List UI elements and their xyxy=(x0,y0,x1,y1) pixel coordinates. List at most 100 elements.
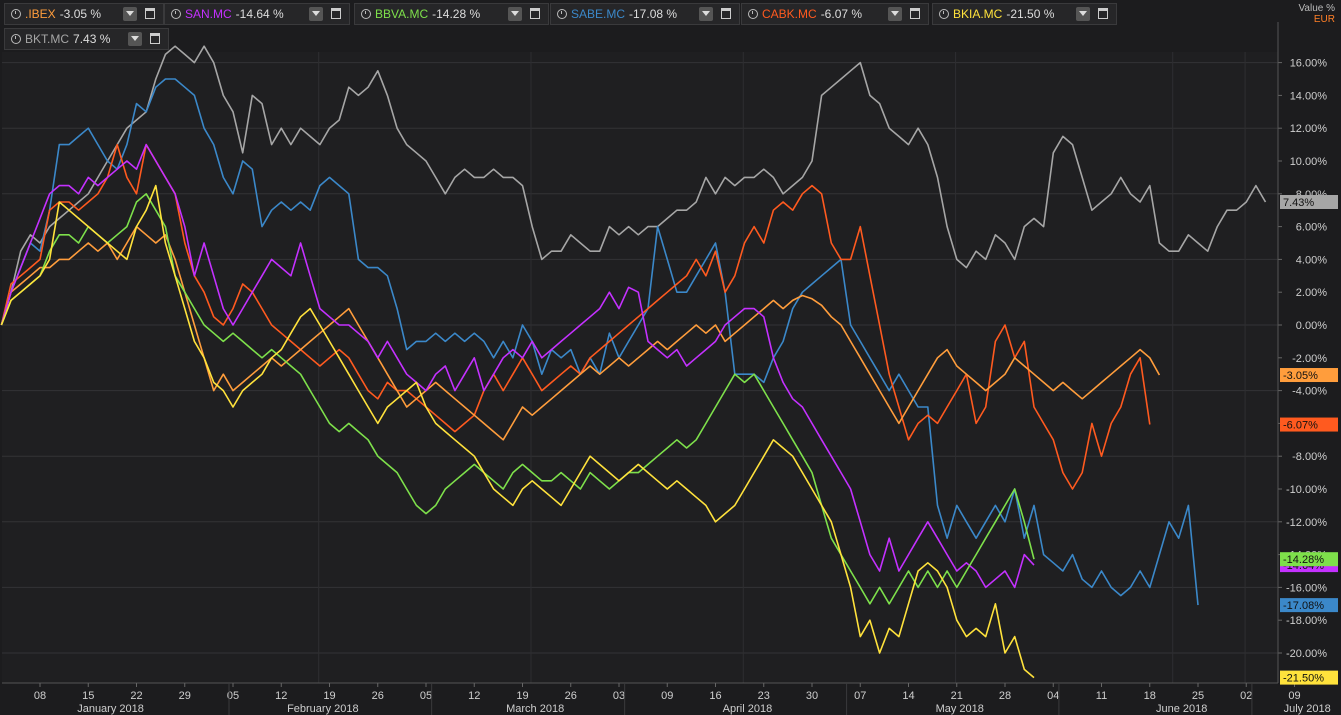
x-tick-label: 29 xyxy=(179,690,191,702)
x-tick-label: 02 xyxy=(1240,690,1252,702)
x-month-label: May 2018 xyxy=(936,703,984,715)
y-tick-label: 6.00% xyxy=(1296,222,1327,234)
legend-symbol: CABK.MC xyxy=(762,7,817,21)
y-tick-label: -8.00% xyxy=(1292,451,1327,463)
legend-symbol: BBVA.MC xyxy=(375,7,429,21)
y-tick-label: -16.00% xyxy=(1286,582,1327,594)
series-line-ibex xyxy=(0,225,1161,441)
x-tick-label: 11 xyxy=(1096,690,1107,702)
x-tick-label: 04 xyxy=(1047,690,1059,702)
clock-icon xyxy=(171,9,181,19)
trash-icon[interactable] xyxy=(150,33,160,44)
chevron-down-icon[interactable] xyxy=(309,7,323,21)
legend-chip-sabemc[interactable]: SABE.MC -17.08 % xyxy=(550,3,740,25)
clock-icon xyxy=(748,9,758,19)
x-tick-label: 12 xyxy=(468,690,480,702)
x-month-label: March 2018 xyxy=(506,703,564,715)
x-tick-label: 12 xyxy=(275,690,287,702)
end-value-badge-bktmc: 7.43% xyxy=(1280,195,1338,209)
series-line-bktmc xyxy=(0,45,1267,326)
x-tick-label: 30 xyxy=(806,690,818,702)
x-tick-label: 08 xyxy=(34,690,46,702)
end-value-badge-cabkmc: -6.07% xyxy=(1280,417,1338,432)
end-value-label: 7.43% xyxy=(1283,197,1314,209)
x-month-label: July 2018 xyxy=(1284,703,1331,715)
legend-chip-cabkmc[interactable]: CABK.MC -6.07 % xyxy=(741,3,929,25)
legend-symbol: .IBEX xyxy=(25,7,56,21)
legend-symbol: SABE.MC xyxy=(571,7,626,21)
legend-symbol: BKIA.MC xyxy=(953,7,1003,21)
x-tick-label: 16 xyxy=(709,690,721,702)
x-tick-label: 05 xyxy=(420,690,432,702)
x-month-label: February 2018 xyxy=(287,703,359,715)
y-tick-label: 16.00% xyxy=(1290,58,1328,70)
chevron-down-icon[interactable] xyxy=(1076,7,1090,21)
x-tick-label: 22 xyxy=(130,690,142,702)
legend-percent: -3.05 % xyxy=(59,7,102,21)
x-tick-label: 19 xyxy=(516,690,528,702)
x-tick-label: 21 xyxy=(951,690,963,702)
trash-icon[interactable] xyxy=(331,8,341,19)
x-tick-label: 14 xyxy=(902,690,914,702)
legend-percent: -17.08 % xyxy=(629,7,678,21)
trash-icon[interactable] xyxy=(1098,8,1108,19)
x-tick-label: 28 xyxy=(999,690,1011,702)
x-tick-label: 25 xyxy=(1192,690,1204,702)
trash-icon[interactable] xyxy=(145,8,155,19)
trash-icon[interactable] xyxy=(910,8,920,19)
trash-icon[interactable] xyxy=(530,8,540,19)
clock-icon xyxy=(557,9,567,19)
x-tick-label: 03 xyxy=(613,690,625,702)
end-value-label: -6.07% xyxy=(1283,420,1318,432)
end-value-label: -21.50% xyxy=(1283,673,1324,685)
units-label: Value % EUR xyxy=(1298,3,1335,25)
series-line-sanmc xyxy=(0,143,1035,589)
y-tick-label: 14.00% xyxy=(1290,90,1328,102)
clock-icon xyxy=(939,9,949,19)
x-tick-label: 26 xyxy=(372,690,384,702)
legend-percent: -6.07 % xyxy=(820,7,863,21)
end-value-badge-ibex: -3.05% xyxy=(1280,368,1338,383)
legend-bar: .IBEX -3.05 % SAN.MC -14.64 % BBVA.MC -14.28 … xyxy=(0,0,1341,50)
x-tick-label: 15 xyxy=(82,690,94,702)
chevron-down-icon[interactable] xyxy=(699,7,713,21)
legend-chip-bktmc[interactable]: BKT.MC 7.43 % xyxy=(4,28,169,50)
chevron-down-icon[interactable] xyxy=(123,7,137,21)
legend-chip-ibex[interactable]: .IBEX -3.05 % xyxy=(4,3,164,25)
end-value-label: -3.05% xyxy=(1283,370,1318,382)
value-percent-label: Value % xyxy=(1298,3,1335,14)
legend-chip-bbvamc[interactable]: BBVA.MC -14.28 % xyxy=(354,3,549,25)
chevron-down-icon[interactable] xyxy=(888,7,902,21)
x-month-label: June 2018 xyxy=(1156,703,1207,715)
clock-icon xyxy=(11,34,21,44)
x-tick-label: 07 xyxy=(854,690,866,702)
x-tick-label: 09 xyxy=(661,690,673,702)
end-value-label: -17.08% xyxy=(1283,600,1324,612)
chevron-down-icon[interactable] xyxy=(508,7,522,21)
x-tick-label: 05 xyxy=(227,690,239,702)
x-tick-label: 18 xyxy=(1144,690,1156,702)
legend-chip-sanmc[interactable]: SAN.MC -14.64 % xyxy=(164,3,350,25)
y-tick-label: -10.00% xyxy=(1286,484,1327,496)
legend-percent: 7.43 % xyxy=(73,32,111,46)
y-tick-label: -2.00% xyxy=(1292,353,1327,365)
y-tick-label: 12.00% xyxy=(1290,123,1328,135)
legend-percent: -14.64 % xyxy=(235,7,284,21)
plot-area xyxy=(2,52,1278,683)
legend-percent: -21.50 % xyxy=(1006,7,1055,21)
legend-chip-bkiamc[interactable]: BKIA.MC -21.50 % xyxy=(932,3,1117,25)
x-tick-label: 23 xyxy=(758,690,770,702)
end-value-label: -14.28% xyxy=(1283,554,1324,566)
currency-label: EUR xyxy=(1313,14,1335,25)
y-tick-label: -18.00% xyxy=(1286,615,1327,627)
clock-icon xyxy=(11,9,21,19)
legend-percent: -14.28 % xyxy=(432,7,481,21)
x-tick-label: 26 xyxy=(565,690,577,702)
trash-icon[interactable] xyxy=(721,8,731,19)
y-tick-label: 10.00% xyxy=(1290,156,1328,168)
x-month-label: April 2018 xyxy=(723,703,773,715)
y-tick-label: 0.00% xyxy=(1296,320,1327,332)
chevron-down-icon[interactable] xyxy=(128,32,142,46)
clock-icon xyxy=(361,9,371,19)
